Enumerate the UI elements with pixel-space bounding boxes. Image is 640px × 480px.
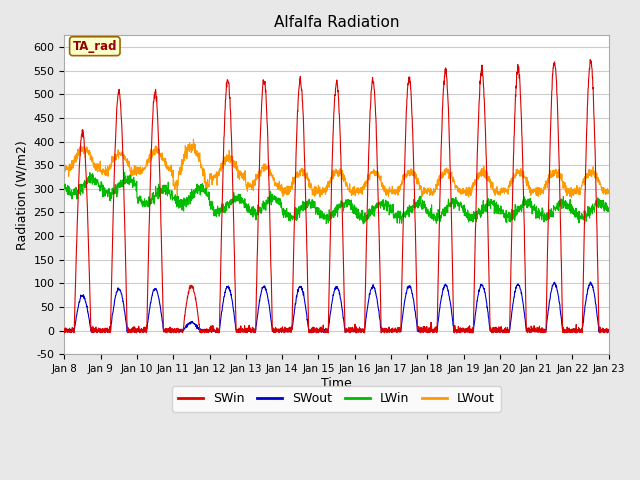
SWout — [557, 312, 564, 317]
SWin — [352, 326, 360, 332]
LWout — [557, 171, 564, 177]
SWout — [497, 329, 505, 335]
Line: SWout: SWout — [65, 282, 609, 332]
SWout — [605, 329, 612, 335]
LWout — [189, 136, 197, 142]
SWin — [572, 325, 579, 331]
Line: LWin: LWin — [65, 172, 609, 224]
X-axis label: Time: Time — [321, 377, 352, 390]
LWin — [572, 214, 580, 220]
Y-axis label: Radiation (W/m2): Radiation (W/m2) — [15, 140, 28, 250]
LWin — [121, 169, 129, 175]
LWout — [353, 187, 360, 192]
SWin — [586, 57, 594, 62]
LWin — [495, 208, 502, 214]
SWout — [572, 328, 580, 334]
LWout — [605, 188, 612, 193]
LWin — [580, 221, 588, 227]
SWin — [61, 327, 68, 333]
LWin — [557, 202, 564, 207]
SWout — [212, 329, 220, 335]
Line: LWout: LWout — [65, 139, 609, 198]
LWout — [61, 161, 68, 167]
LWout — [572, 191, 580, 197]
Line: SWin: SWin — [65, 60, 609, 333]
SWin — [557, 216, 564, 222]
LWin — [364, 213, 372, 218]
LWin — [212, 214, 220, 219]
SWin — [495, 326, 502, 332]
LWin — [353, 205, 360, 211]
SWin — [212, 328, 220, 334]
SWin — [605, 326, 612, 332]
SWout — [495, 328, 502, 334]
LWout — [212, 169, 220, 175]
SWout — [586, 279, 594, 285]
Legend: SWin, SWout, LWin, LWout: SWin, SWout, LWin, LWout — [172, 386, 501, 412]
LWout — [364, 172, 372, 178]
SWin — [573, 330, 581, 336]
LWin — [605, 207, 612, 213]
LWin — [61, 181, 68, 187]
SWout — [61, 329, 68, 335]
SWin — [364, 182, 372, 188]
Text: TA_rad: TA_rad — [72, 40, 117, 53]
SWout — [364, 302, 372, 308]
SWout — [352, 329, 360, 335]
LWout — [568, 195, 575, 201]
LWout — [495, 191, 502, 196]
Title: Alfalfa Radiation: Alfalfa Radiation — [274, 15, 399, 30]
